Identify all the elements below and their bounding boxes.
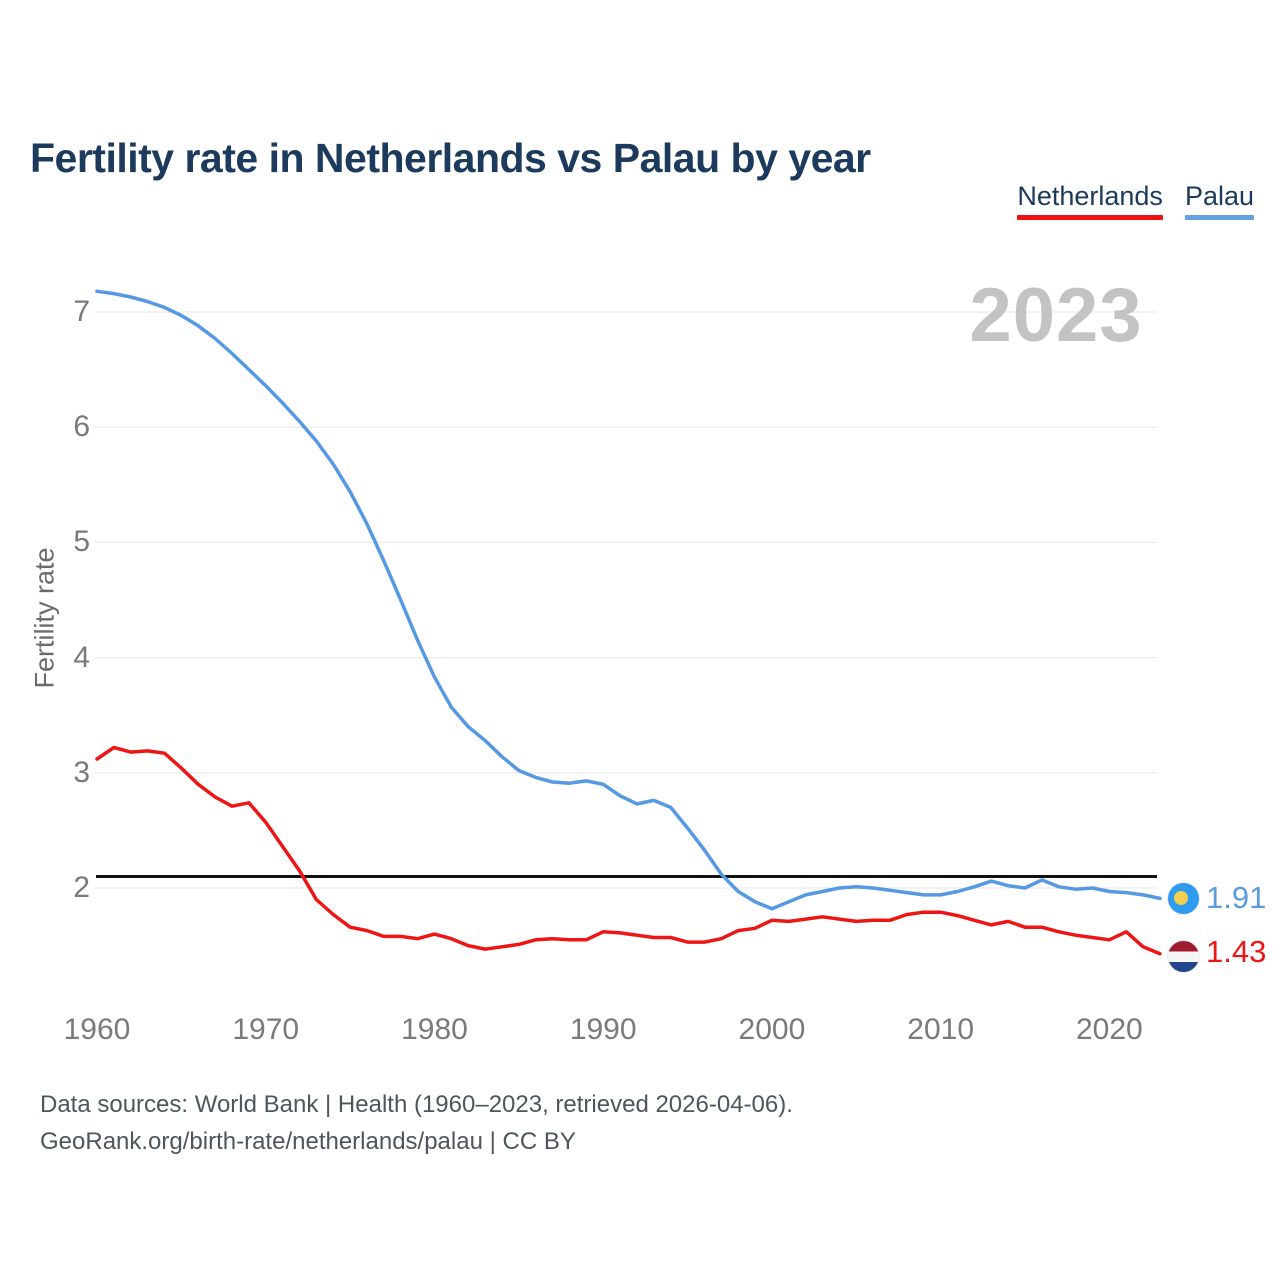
legend-underline-palau [1184,215,1254,220]
y-tick-label: 6 [73,410,90,444]
x-tick-label: 1960 [63,1013,131,1046]
x-tick-label: 1990 [569,1013,637,1046]
end-value-palau: 1.91 [1206,880,1267,916]
palau-flag-icon [1168,883,1199,915]
legend-item-netherlands[interactable]: Netherlands [1017,182,1163,220]
series-line-palau [95,289,1162,911]
y-tick-label: 3 [73,755,90,789]
legend-underline-netherlands [1017,215,1163,220]
end-value-netherlands: 1.43 [1206,933,1267,969]
page-title: Fertility rate in Netherlands vs Palau b… [30,135,871,182]
legend-item-palau[interactable]: Palau [1184,181,1254,220]
y-tick-label: 2 [73,871,90,904]
series-line-netherlands [95,745,1162,956]
x-tick-label: 1980 [401,1013,468,1046]
watermark-year: 2023 [969,273,1142,358]
x-tick-label: 2020 [1076,1013,1143,1046]
y-axis-title: Fertility rate [29,547,60,689]
legend-label-netherlands: Netherlands [1017,181,1163,211]
y-tick-label: 4 [73,640,90,674]
x-tick-label: 2000 [738,1013,806,1046]
x-tick-label: 2010 [907,1013,975,1046]
legend-label-palau: Palau [1184,181,1254,211]
palau-flag-sun [1174,891,1188,906]
y-tick-label: 7 [73,295,90,328]
x-tick-label: 1970 [232,1013,300,1046]
data-sources-line: Data sources: World Bank | Health (1960–… [40,1091,793,1118]
legend: Netherlands Palau [1017,182,1254,220]
y-tick-label: 5 [73,525,90,559]
netherlands-flag-icon [1168,940,1199,972]
attribution-footer: Data sources: World Bank | Health (1960–… [40,1086,793,1160]
source-url-line: GeoRank.org/birth-rate/netherlands/palau… [40,1128,576,1155]
